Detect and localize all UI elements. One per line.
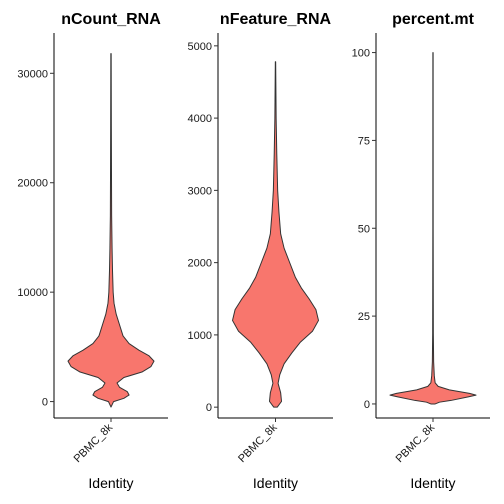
y-tick-label: 10000 (17, 287, 48, 299)
x-axis-title: Identity (410, 475, 455, 491)
y-tick-label: 0 (42, 397, 48, 409)
y-tick-label: 0 (364, 399, 370, 411)
violin-shape (389, 52, 477, 405)
violin-shape (232, 61, 319, 408)
panel-title: nFeature_RNA (220, 11, 332, 28)
violin-panel-2: nFeature_RNA 0 1000 2000 3000 4000 5000 PBMC_8k… (188, 11, 333, 491)
y-tick-label: 5000 (188, 41, 212, 53)
y-tick-label: 1000 (188, 330, 212, 342)
x-axis-title: Identity (88, 475, 133, 491)
y-tick-label: 3000 (188, 185, 212, 197)
violin-panel-1: nCount_RNA 0 10000 20000 30000 PBMC_8k Identit… (17, 11, 168, 491)
panel-title: nCount_RNA (61, 11, 161, 28)
y-tick-label: 20000 (17, 178, 48, 190)
x-tick-label: PBMC_8k (236, 421, 280, 465)
violin-shape (67, 53, 155, 408)
violin-panel-3: percent.mt 0 25 50 75 100 PBMC_8k Identity (352, 11, 490, 491)
y-tick-label: 0 (206, 402, 212, 414)
x-tick-label: PBMC_8k (394, 421, 438, 465)
x-tick-label: PBMC_8k (72, 421, 116, 465)
y-tick-label: 75 (358, 135, 370, 147)
x-axis-title: Identity (253, 475, 298, 491)
y-tick-label: 25 (358, 311, 370, 323)
y-tick-label: 4000 (188, 113, 212, 125)
panel-title: percent.mt (392, 11, 474, 28)
y-tick-label: 2000 (188, 258, 212, 270)
y-tick-label: 30000 (17, 68, 48, 80)
y-tick-label: 100 (352, 48, 370, 60)
y-tick-label: 50 (358, 223, 370, 235)
